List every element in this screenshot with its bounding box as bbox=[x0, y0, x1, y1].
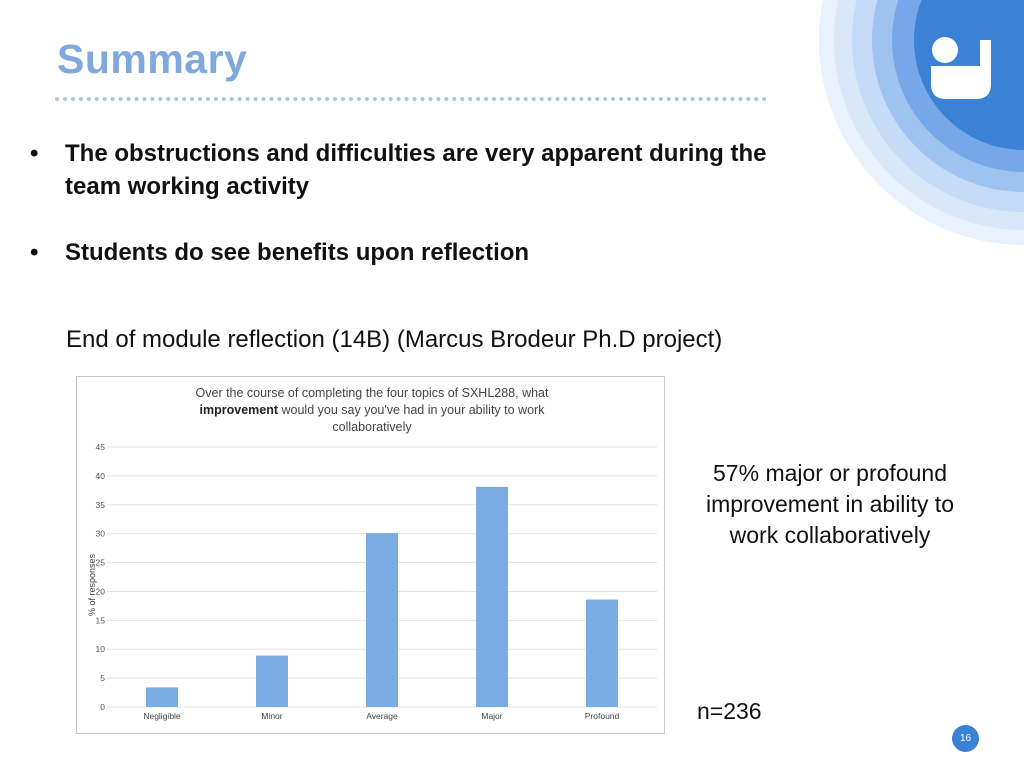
bullet-obstructions: • The obstructions and difficulties are … bbox=[30, 138, 910, 204]
y-tick-label: 0 bbox=[100, 702, 105, 712]
y-axis-label: % of responses bbox=[87, 553, 97, 616]
x-category-label: Major bbox=[481, 711, 502, 721]
chart-title-part: would you say you've had in your ability… bbox=[278, 403, 545, 434]
y-tick-label: 20 bbox=[96, 586, 106, 596]
bullet-marker: • bbox=[30, 239, 39, 266]
open-university-logo-icon bbox=[931, 37, 991, 99]
bar-average bbox=[366, 533, 398, 707]
y-tick-label: 5 bbox=[100, 673, 105, 683]
x-category-label: Average bbox=[366, 711, 398, 721]
bullet-line: team working activity bbox=[65, 173, 310, 200]
y-tick-label: 25 bbox=[96, 558, 106, 568]
bullet-marker: • bbox=[30, 140, 39, 167]
bullet-benefits: • Students do see benefits upon reflecti… bbox=[30, 237, 730, 269]
bar-major bbox=[476, 486, 508, 707]
title-divider bbox=[55, 97, 767, 101]
y-tick-label: 45 bbox=[96, 442, 106, 452]
bullet-line: Students do see benefits upon reflection bbox=[65, 239, 530, 266]
chart-frame: Over the course of completing the four t… bbox=[76, 376, 665, 734]
chart-title-part: Over the course of completing the four t… bbox=[195, 386, 549, 400]
x-category-label: Minor bbox=[261, 711, 282, 721]
slide-title: Summary bbox=[57, 36, 248, 82]
sample-size: n=236 bbox=[697, 698, 762, 724]
y-tick-label: 30 bbox=[96, 529, 106, 539]
chart-title-emphasis: improvement bbox=[199, 403, 279, 417]
chart-title: Over the course of completing the four t… bbox=[172, 385, 572, 436]
y-tick-label: 35 bbox=[96, 500, 106, 510]
bar-minor bbox=[256, 655, 288, 707]
x-category-label: Negligible bbox=[143, 711, 181, 721]
y-tick-label: 40 bbox=[96, 471, 106, 481]
callout-text: 57% major or profound improvement in abi… bbox=[706, 460, 954, 548]
y-tick-label: 10 bbox=[96, 644, 106, 654]
page-number-badge: 16 bbox=[952, 725, 979, 752]
chart-subheading: End of module reflection (14B) (Marcus B… bbox=[66, 326, 723, 353]
bar-negligible bbox=[146, 687, 178, 707]
bar-profound bbox=[586, 599, 618, 707]
x-category-label: Profound bbox=[585, 711, 620, 721]
bullet-line: The obstructions and difficulties are ve… bbox=[65, 140, 767, 167]
y-tick-label: 15 bbox=[96, 615, 106, 625]
bar-chart: 0 5 10 15 20 25 30 35 40 45 % of responses Negligib… bbox=[87, 442, 657, 721]
